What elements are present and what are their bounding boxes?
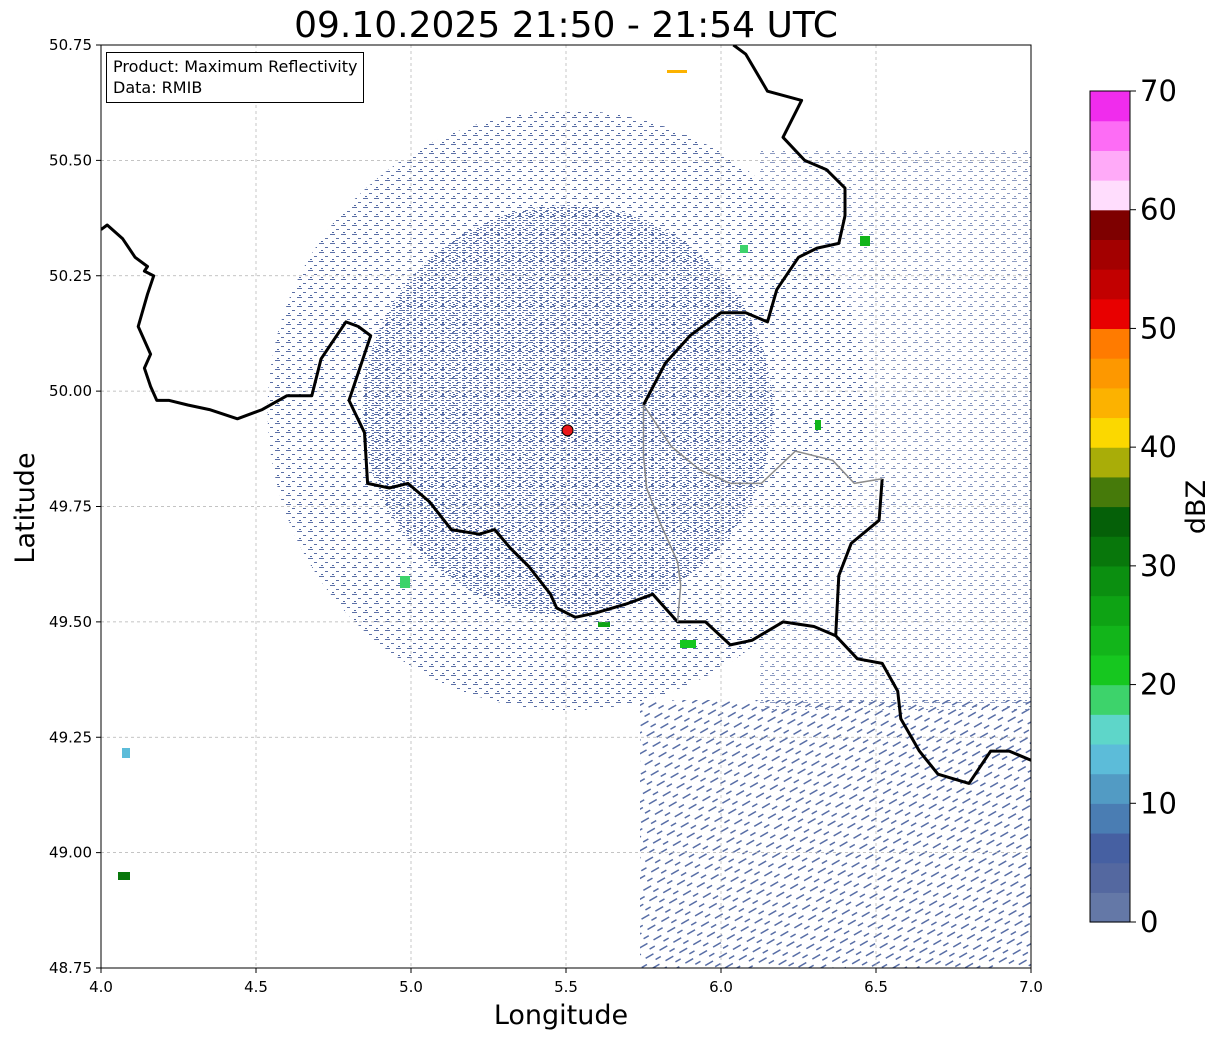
echo-field-inner — [362, 205, 773, 616]
y-tick-label: 48.75 — [49, 959, 92, 977]
echo-field-east — [760, 150, 1031, 710]
map-area[interactable] — [100, 44, 1060, 990]
colorbar-segment — [1090, 595, 1130, 626]
colorbar-tick-label: 70 — [1140, 74, 1177, 108]
colorbar-tick-label: 20 — [1140, 668, 1177, 702]
x-axis-ticks: 4.0 4.5 5.0 5.5 6.0 6.5 7.0 — [89, 968, 1043, 996]
y-tick-label: 49.75 — [49, 498, 92, 516]
gridlines — [101, 45, 1031, 968]
echo-cell — [740, 245, 748, 253]
colorbar-segment — [1090, 239, 1130, 270]
radar-site-marker — [561, 424, 574, 437]
border-line — [101, 223, 1031, 785]
x-tick-label: 4.5 — [244, 978, 268, 996]
x-tick-label: 6.5 — [864, 978, 888, 996]
map-title: 09.10.2025 21:50 - 21:54 UTC — [294, 5, 838, 46]
colorbar-segment — [1090, 269, 1130, 300]
colorbar-segment — [1090, 506, 1130, 537]
colorbar-segment — [1090, 91, 1130, 122]
product-line: Product: Maximum Reflectivity — [113, 57, 358, 76]
border-line — [642, 45, 847, 406]
colorbar-ticks: 0 10 20 30 40 50 60 70 — [1130, 74, 1177, 939]
colorbar-label: dBZ — [1181, 480, 1212, 534]
echo-cell — [118, 872, 130, 880]
colorbar-tick-label: 10 — [1140, 786, 1177, 820]
colorbar-segment — [1090, 358, 1130, 389]
x-tick-label: 5.5 — [554, 978, 578, 996]
y-tick-label: 49.00 — [49, 844, 92, 862]
echo-cell — [860, 236, 870, 246]
colorbar-tick-label: 0 — [1140, 905, 1158, 939]
x-tick-label: 7.0 — [1019, 978, 1043, 996]
border-line — [834, 478, 884, 636]
y-axis-ticks: 48.75 49.00 49.25 49.50 49.75 50.00 50.25 50.50… — [49, 36, 101, 977]
colorbar-tick-label: 30 — [1140, 549, 1177, 583]
colorbar-segment — [1090, 387, 1130, 419]
colorbar-segment — [1090, 476, 1130, 508]
colorbar-segment — [1090, 892, 1130, 923]
echo-cell — [400, 576, 410, 588]
y-tick-label: 49.25 — [49, 728, 92, 746]
colorbar — [1089, 90, 1131, 923]
echo-cell — [815, 420, 821, 430]
border-line — [642, 405, 682, 622]
y-tick-label: 50.50 — [49, 151, 92, 169]
colorbar-segment — [1090, 447, 1130, 478]
border-line — [642, 404, 883, 485]
x-axis-label: Longitude — [494, 1000, 628, 1031]
colorbar-segment — [1090, 654, 1130, 686]
colorbar-segment — [1090, 298, 1130, 330]
colorbar-segment — [1090, 417, 1130, 448]
colorbar-segment — [1090, 625, 1130, 656]
echo-cell — [598, 622, 610, 627]
y-axis-label: Latitude — [10, 452, 41, 563]
x-tick-label: 6.0 — [709, 978, 733, 996]
colorbar-segment — [1090, 773, 1130, 804]
y-tick-label: 50.25 — [49, 267, 92, 285]
colorbar-frame — [1089, 90, 1131, 923]
y-tick-label: 50.75 — [49, 36, 92, 54]
colorbar-segment — [1090, 180, 1130, 211]
x-tick-label: 5.0 — [399, 978, 423, 996]
colorbar-tick-label: 40 — [1140, 430, 1177, 464]
colorbar-segment — [1090, 862, 1130, 893]
echo-cell — [122, 748, 130, 758]
echo-cell — [667, 70, 687, 73]
x-tick-label: 4.0 — [89, 978, 113, 996]
echo-cell — [680, 640, 696, 648]
colorbar-tick-label: 60 — [1140, 193, 1177, 227]
colorbar-tick-label: 50 — [1140, 311, 1177, 345]
colorbar-segment — [1090, 150, 1130, 181]
data-source-line: Data: RMIB — [113, 78, 203, 97]
echo-field-southeast — [640, 700, 1031, 968]
colorbar-segment — [1090, 120, 1130, 151]
colorbar-segment — [1090, 832, 1130, 864]
colorbar-segment — [1090, 209, 1130, 240]
colorbar-segment — [1090, 536, 1130, 567]
colorbar-segment — [1090, 714, 1130, 745]
country-borders — [101, 45, 1031, 785]
colorbar-segment — [1090, 743, 1130, 775]
colorbar-segment — [1090, 328, 1130, 359]
colorbar-segment — [1090, 803, 1130, 834]
colorbar-segment — [1090, 684, 1130, 715]
product-info-box: Product: Maximum Reflectivity Data: RMIB — [106, 52, 365, 103]
y-tick-label: 50.00 — [49, 382, 92, 400]
y-tick-label: 49.50 — [49, 613, 92, 631]
colorbar-segment — [1090, 565, 1130, 597]
